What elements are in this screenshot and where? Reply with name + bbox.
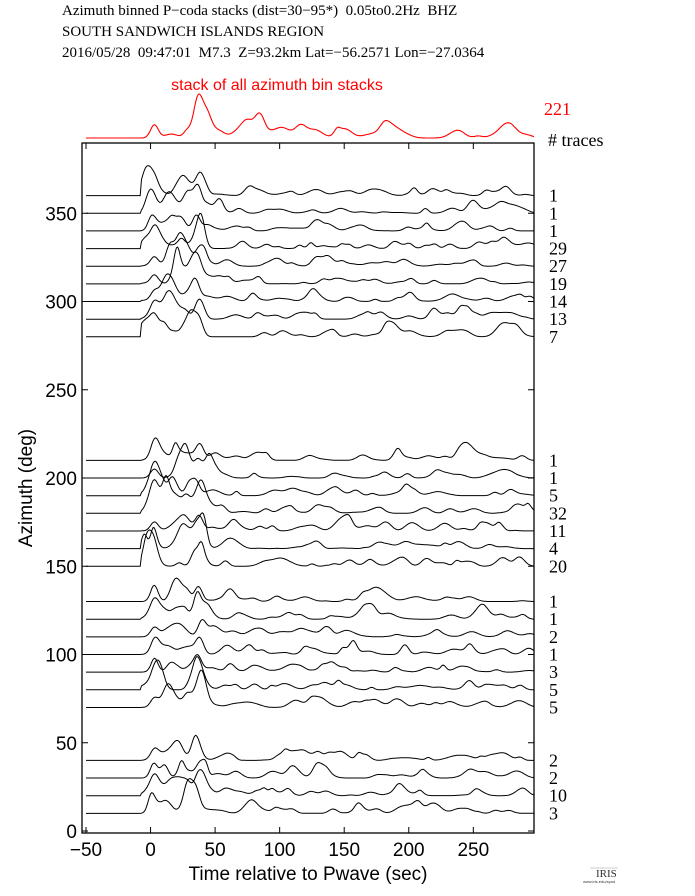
trace-count-label: 1 [549, 450, 558, 470]
trace-count-label: 4 [549, 539, 558, 559]
trace-count-label: 1 [549, 592, 558, 612]
azimuth-trace-10 [86, 778, 534, 814]
chart-title-line2: SOUTH SANDWICH ISLANDS REGION [62, 24, 325, 40]
azimuth-trace-180 [86, 474, 535, 514]
y-tick-label: 350 [45, 204, 77, 225]
trace-count-label: 10 [549, 786, 567, 806]
chart-title-line3: 2016/05/28 09:47:01 M7.3 Z=93.2km Lat=−5… [62, 45, 485, 61]
trace-count-label: 3 [549, 803, 558, 823]
x-tick-label: 100 [264, 840, 296, 861]
trace-count-label: 1 [549, 186, 558, 206]
y-tick-label: 300 [45, 293, 77, 314]
x-axis-label: Time relative to Pwave (sec) [189, 864, 428, 885]
azimuth-trace-360 [86, 165, 535, 197]
y-tick-label: 0 [66, 822, 77, 843]
azimuth-trace-30 [86, 758, 535, 779]
azimuth-trace-330 [86, 212, 535, 250]
trace-count-label: 5 [549, 486, 558, 506]
trace-count-label: 5 [549, 680, 558, 700]
trace-count-label: 2 [549, 627, 558, 647]
trace-count-label: 2 [549, 750, 558, 770]
azimuth-trace-170 [86, 513, 534, 532]
azimuth-trace-200 [86, 442, 535, 479]
trace-count-label: 20 [549, 556, 567, 576]
x-tick-label: 50 [205, 840, 226, 861]
svg-text:IRIS: IRIS [596, 868, 617, 880]
azimuth-trace-190 [86, 460, 535, 497]
azimuth-trace-290 [86, 290, 535, 320]
chart-title-line1: Azimuth binned P−coda stacks (dist=30−95… [62, 3, 458, 19]
x-tick-label: 150 [328, 840, 360, 861]
azimuth-trace-350 [86, 183, 535, 214]
y-tick-label: 150 [45, 557, 77, 578]
azimuth-trace-340 [86, 214, 534, 232]
count-header: # traces [548, 130, 603, 150]
trace-count-label: 32 [549, 503, 567, 523]
azimuth-trace-70 [86, 669, 535, 708]
azimuth-trace-80 [86, 655, 534, 691]
x-tick-label: 200 [393, 840, 425, 861]
trace-count-label: 3 [549, 662, 558, 682]
trace-count-label: 1 [549, 221, 558, 241]
trace-count-label: 1 [549, 645, 558, 665]
azimuth-trace-280 [86, 309, 535, 338]
y-tick-label: 200 [45, 469, 77, 490]
azimuth-trace-130 [86, 577, 534, 602]
trace-count-label: 11 [549, 521, 566, 541]
x-tick-label: −50 [70, 840, 102, 861]
azimuth-trace-310 [86, 246, 535, 285]
trace-count-label: 27 [549, 256, 567, 276]
azimuth-trace-210 [86, 437, 535, 461]
y-axis-label: Azimuth (deg) [16, 429, 37, 547]
azimuth-trace-20 [86, 769, 535, 797]
plot-frame [81, 142, 535, 834]
x-tick-label: 0 [145, 840, 156, 861]
trace-count-label: 5 [549, 697, 558, 717]
azimuth-trace-100 [86, 636, 535, 655]
stack-count: 221 [544, 99, 571, 119]
iris-logo: IRIS www.iris.edu/spud [583, 867, 618, 884]
stack-label: stack of all azimuth bin stacks [171, 77, 383, 94]
y-tick-label: 50 [56, 734, 77, 755]
trace-count-label: 1 [549, 203, 558, 223]
trace-count-label: 7 [549, 327, 558, 347]
trace-count-label: 19 [549, 274, 567, 294]
x-tick-label: 250 [457, 840, 489, 861]
trace-count-label: 2 [549, 768, 558, 788]
trace-count-label: 29 [549, 239, 567, 259]
azimuth-trace-120 [86, 591, 535, 620]
y-tick-label: 250 [45, 381, 77, 402]
trace-count-label: 1 [549, 609, 558, 629]
azimuth-trace-90 [86, 654, 535, 673]
azimuth-trace-320 [86, 231, 534, 267]
stack-trace [86, 93, 535, 139]
azimuth-trace-40 [86, 734, 534, 761]
trace-count-label: 1 [549, 468, 558, 488]
svg-text:www.iris.edu/spud: www.iris.edu/spud [583, 879, 615, 884]
azimuth-trace-160 [86, 512, 534, 550]
y-tick-label: 100 [45, 646, 77, 667]
azimuth-trace-150 [86, 529, 535, 567]
azimuth-trace-110 [86, 618, 535, 638]
trace-count-label: 14 [549, 292, 567, 312]
azimuth-trace-300 [86, 273, 535, 302]
trace-count-label: 13 [549, 309, 567, 329]
